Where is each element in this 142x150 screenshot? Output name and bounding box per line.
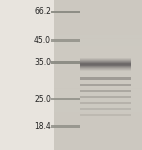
Bar — [54, 0, 142, 4]
Bar — [54, 77, 142, 81]
Bar — [54, 104, 142, 108]
Bar — [54, 146, 142, 150]
Bar — [54, 127, 142, 131]
Bar — [80, 66, 131, 67]
Bar — [51, 11, 80, 13]
Bar — [54, 108, 142, 112]
Bar — [54, 81, 142, 85]
Bar — [80, 59, 131, 60]
Bar — [80, 62, 131, 63]
Bar — [80, 60, 131, 61]
Bar — [80, 69, 131, 70]
Text: 18.4: 18.4 — [34, 122, 51, 131]
Bar — [80, 67, 131, 68]
Bar — [54, 19, 142, 23]
Bar — [54, 112, 142, 115]
Bar — [54, 42, 142, 46]
Bar — [54, 119, 142, 123]
Bar — [51, 125, 80, 128]
Text: 45.0: 45.0 — [34, 36, 51, 45]
Bar — [54, 31, 142, 35]
Bar — [80, 84, 131, 86]
Text: 66.2: 66.2 — [34, 8, 51, 16]
Bar — [54, 96, 142, 100]
Bar — [54, 62, 142, 65]
Bar — [54, 46, 142, 50]
Bar — [54, 8, 142, 12]
Bar — [54, 54, 142, 58]
Bar — [54, 123, 142, 127]
Bar — [80, 65, 131, 66]
Bar — [54, 50, 142, 54]
Bar — [51, 39, 80, 42]
Bar — [54, 69, 142, 73]
Bar — [54, 88, 142, 92]
Bar — [54, 92, 142, 96]
Bar — [80, 90, 131, 92]
Text: 25.0: 25.0 — [34, 94, 51, 103]
Bar — [80, 61, 131, 62]
Bar — [54, 58, 142, 61]
Bar — [51, 61, 80, 64]
Bar — [54, 73, 142, 77]
Bar — [54, 4, 142, 8]
Bar — [80, 63, 131, 64]
Bar — [54, 15, 142, 19]
Bar — [51, 98, 80, 100]
Bar — [54, 135, 142, 138]
Bar — [54, 131, 142, 135]
Bar — [54, 85, 142, 88]
Bar — [80, 68, 131, 69]
Bar — [54, 39, 142, 42]
Bar — [80, 96, 131, 98]
Bar — [54, 142, 142, 146]
Bar — [80, 108, 131, 110]
Bar — [80, 102, 131, 104]
Bar — [54, 116, 142, 119]
Bar — [54, 0, 142, 150]
Bar — [54, 23, 142, 27]
Bar — [54, 27, 142, 31]
Bar — [54, 100, 142, 104]
Bar — [80, 64, 131, 65]
Bar — [54, 35, 142, 38]
Bar — [54, 139, 142, 142]
Bar — [54, 12, 142, 15]
Bar — [80, 114, 131, 116]
Text: 35.0: 35.0 — [34, 58, 51, 67]
Bar — [80, 77, 131, 80]
Bar — [80, 70, 131, 71]
Bar — [54, 66, 142, 69]
